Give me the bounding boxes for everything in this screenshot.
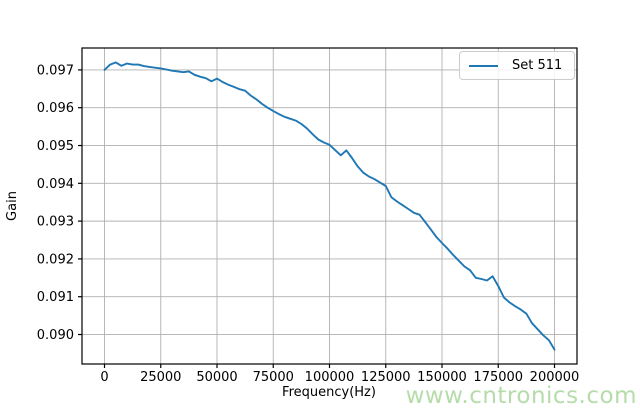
legend: Set 511 [459,51,575,80]
y-tick-label: 0.091 [37,290,74,305]
x-tick-label: 0 [100,370,108,385]
legend-line-sample [469,64,498,67]
x-tick-label: 200000 [530,370,580,385]
x-tick-label: 175000 [473,370,523,385]
y-axis-label: Gain [5,191,20,221]
y-tick-label: 0.097 [37,63,74,78]
x-tick-label: 150000 [417,370,467,385]
axes-area: 0 25000 50000 75000 100000 125000 150000 175000… [37,47,580,385]
y-tick-label: 0.093 [37,215,74,230]
y-tick-label: 0.096 [37,101,74,116]
y-tick-label: 0.092 [37,252,74,267]
x-tick-label: 50000 [196,370,237,385]
x-tick-label: 125000 [361,370,411,385]
y-tick-label: 0.094 [37,177,74,192]
legend-label: Set 511 [512,58,563,73]
y-tick-label: 0.095 [37,139,74,154]
watermark-text: www.cntronics.com [405,383,637,409]
x-tick-label: 100000 [305,370,355,385]
data-line-set-511 [103,61,556,351]
y-tick-label: 0.090 [37,328,74,343]
x-tick-label: 25000 [140,370,181,385]
x-tick-label: 75000 [253,370,294,385]
x-axis-label: Frequency(Hz) [282,385,376,400]
